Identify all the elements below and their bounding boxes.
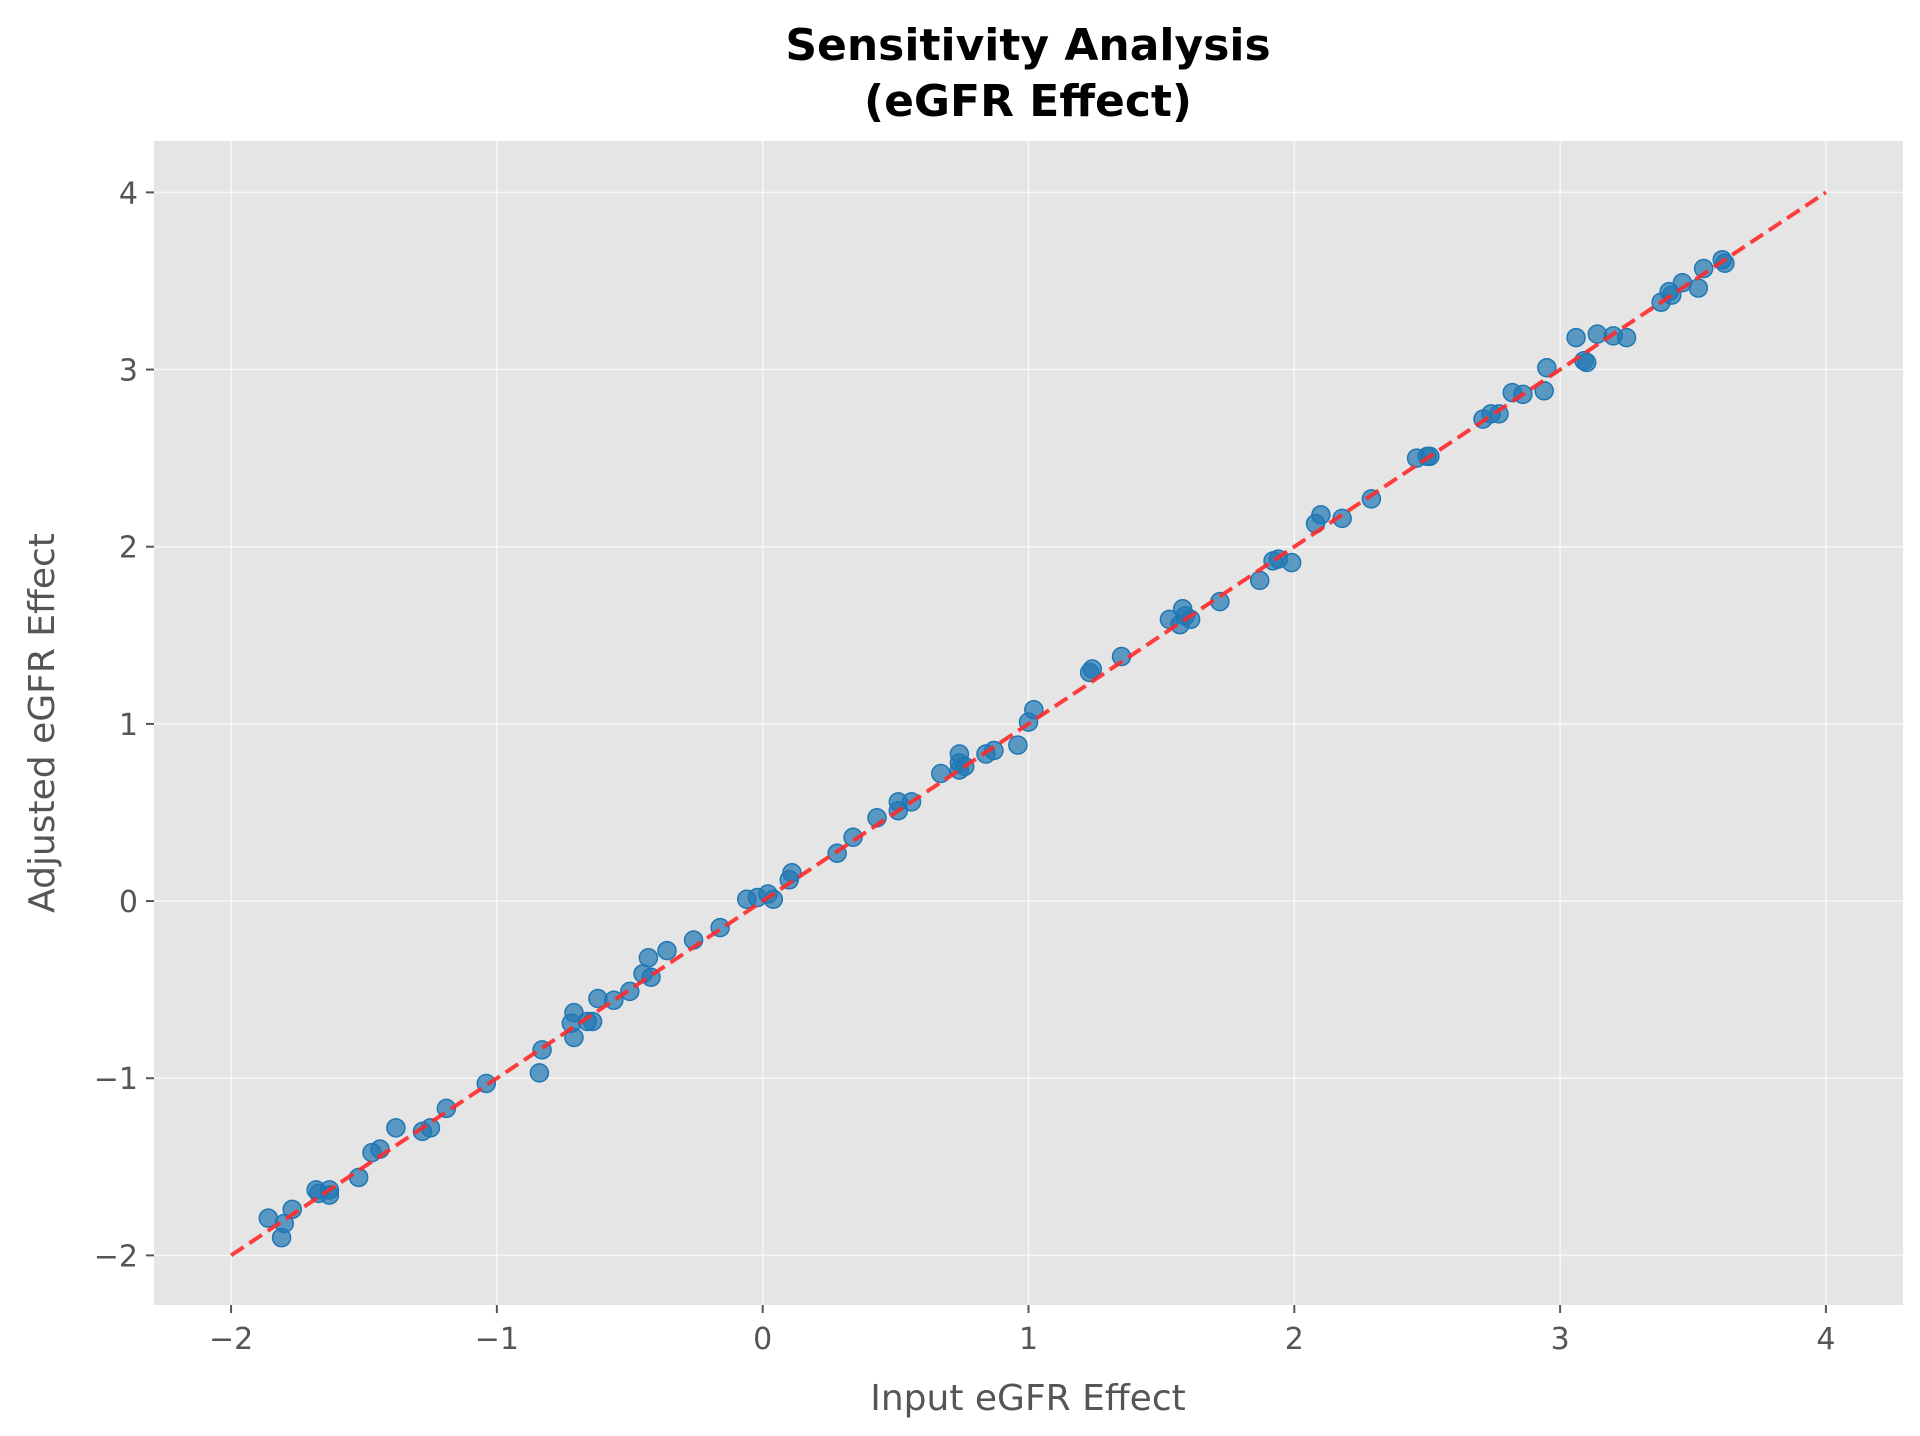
data-point: [657, 940, 677, 961]
data-point: [1332, 508, 1352, 529]
x-tick-label: 1: [1019, 1322, 1038, 1357]
data-point: [638, 947, 659, 968]
data-point: [1024, 699, 1044, 720]
data-point: [1008, 735, 1028, 755]
x-axis-label: Input eGFR Effect: [870, 1378, 1185, 1419]
data-point: [476, 1073, 497, 1094]
data-point: [529, 1063, 550, 1083]
axis-ticks: −2 −1 0 1 2 3 4 −2 −1 0 1 2 3 4: [94, 176, 1836, 1357]
y-tick-label: 1: [119, 708, 138, 743]
data-point: [1566, 327, 1586, 348]
y-tick-label: 3: [119, 354, 138, 389]
data-point: [843, 827, 863, 848]
y-tick-label: −2: [94, 1239, 138, 1274]
data-point: [1537, 358, 1557, 378]
data-point: [1688, 278, 1709, 298]
data-point: [984, 740, 1004, 761]
reference-line-y-equals-x: [229, 190, 1828, 1258]
x-tick-label: 2: [1285, 1322, 1304, 1357]
x-tick-label: 3: [1551, 1322, 1570, 1357]
x-tick-label: −2: [209, 1322, 253, 1357]
data-point: [1311, 505, 1331, 525]
data-point: [386, 1118, 406, 1138]
data-point: [1250, 570, 1270, 591]
data-point: [1082, 659, 1103, 679]
y-tick-label: 0: [119, 885, 138, 920]
x-tick-label: 0: [753, 1322, 772, 1357]
y-axis-label: Adjusted eGFR Effect: [22, 533, 63, 913]
x-tick-label: −1: [475, 1322, 519, 1357]
data-point: [1715, 253, 1735, 273]
data-point: [1616, 327, 1637, 348]
data-point: [782, 862, 802, 883]
data-point: [1534, 381, 1554, 401]
y-tick-label: −1: [94, 1062, 138, 1097]
data-point: [1576, 352, 1597, 373]
data-point: [582, 1011, 603, 1032]
y-tick-label: 4: [119, 176, 138, 211]
chart-title-line-2: (eGFR Effect): [864, 76, 1192, 127]
data-point: [564, 1002, 584, 1023]
data-point: [348, 1167, 369, 1188]
chart-title-line-1: Sensitivity Analysis: [785, 20, 1270, 71]
x-tick-label: 4: [1816, 1322, 1835, 1357]
data-point: [1281, 552, 1302, 573]
y-tick-label: 2: [119, 531, 138, 566]
data-point: [1587, 324, 1608, 344]
data-point: [564, 1027, 584, 1048]
